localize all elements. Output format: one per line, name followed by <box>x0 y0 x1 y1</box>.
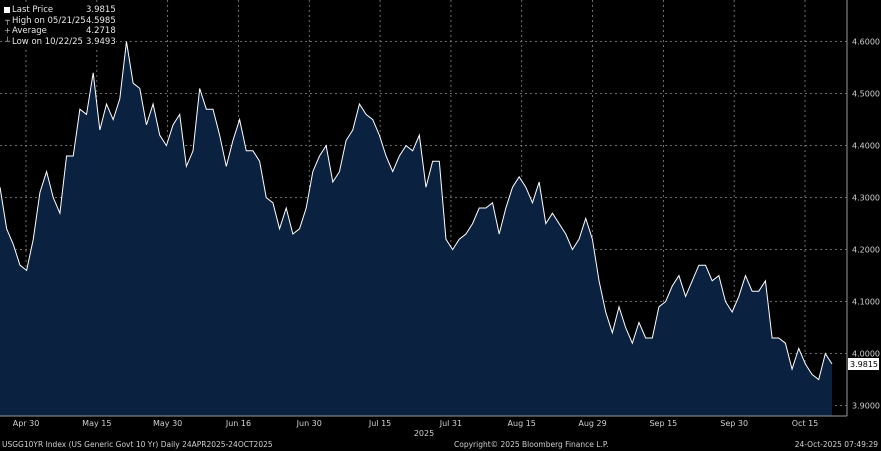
plus-icon: + <box>4 26 11 36</box>
last-price-tag-box <box>848 358 879 370</box>
down-tick-icon: ┴ <box>5 36 10 46</box>
x-tick-label: Jul 31 <box>439 419 462 428</box>
x-tick-label: Jun 30 <box>296 419 322 428</box>
legend-value: 3.9493 <box>86 36 116 47</box>
y-tick-label: 4.4000 <box>852 142 880 151</box>
x-tick-label: Jul 15 <box>368 419 391 428</box>
y-tick-label: 4.0000 <box>852 350 880 359</box>
y-tick-label: 3.9000 <box>852 402 880 411</box>
footer-security-description: USGG10YR Index (US Generic Govt 10 Yr) D… <box>2 440 273 449</box>
legend-row-average: + Average 4.2718 <box>3 26 116 37</box>
x-tick-label: May 30 <box>153 419 182 428</box>
x-tick-label: Apr 30 <box>13 419 40 428</box>
x-axis: Apr 30 May 15 May 30 Jun 16 Jun 30 Jul 15 Jul … <box>13 419 819 428</box>
x-tick-label: Sep 30 <box>720 419 748 428</box>
price-area <box>0 41 832 416</box>
legend-value: 4.5985 <box>86 15 116 26</box>
x-year-label: 2025 <box>414 429 434 438</box>
last-price-tag: 3.9815 <box>848 358 879 370</box>
x-tick-label: Aug 29 <box>578 419 606 428</box>
y-axis: 3.9000 4.0000 4.1000 4.2000 4.3000 4.4000 4.50… <box>852 38 880 411</box>
footer-copyright: Copyright© 2025 Bloomberg Finance L.P. <box>454 440 609 449</box>
legend-row-high: ┬ High on 05/21/25 4.5985 <box>3 16 116 27</box>
legend-label: Last Price <box>12 5 54 16</box>
y-tick-label: 4.5000 <box>852 90 880 99</box>
legend-row-low: ┴ Low on 10/22/25 3.9493 <box>3 37 116 48</box>
x-tick-label: Aug 15 <box>508 419 536 428</box>
square-icon <box>4 7 10 14</box>
legend-label: Low on 10/22/25 <box>12 36 83 47</box>
x-tick-label: Oct 15 <box>792 419 819 428</box>
legend-value: 4.2718 <box>86 26 116 37</box>
x-tick-label: Sep 15 <box>649 419 677 428</box>
legend-label: Average <box>12 26 47 37</box>
y-tick-label: 4.6000 <box>852 38 880 47</box>
x-tick-label: Jun 16 <box>225 419 251 428</box>
footer-timestamp: 24-Oct-2025 07:49:29 <box>794 440 878 449</box>
legend-label: High on 05/21/25 <box>12 15 86 26</box>
x-tick-label: May 15 <box>82 419 111 428</box>
legend-row-last: Last Price 3.9815 <box>3 5 116 16</box>
legend-value: 3.9815 <box>86 5 116 16</box>
price-line <box>0 41 833 381</box>
legend: Last Price 3.9815 ┬ High on 05/21/25 4.5… <box>3 5 116 47</box>
last-price-tag-label: 3.9815 <box>850 360 878 369</box>
y-tick-label: 4.3000 <box>852 194 880 203</box>
y-tick-label: 4.2000 <box>852 246 880 255</box>
y-tick-label: 4.1000 <box>852 298 880 307</box>
up-tick-icon: ┬ <box>5 15 10 25</box>
